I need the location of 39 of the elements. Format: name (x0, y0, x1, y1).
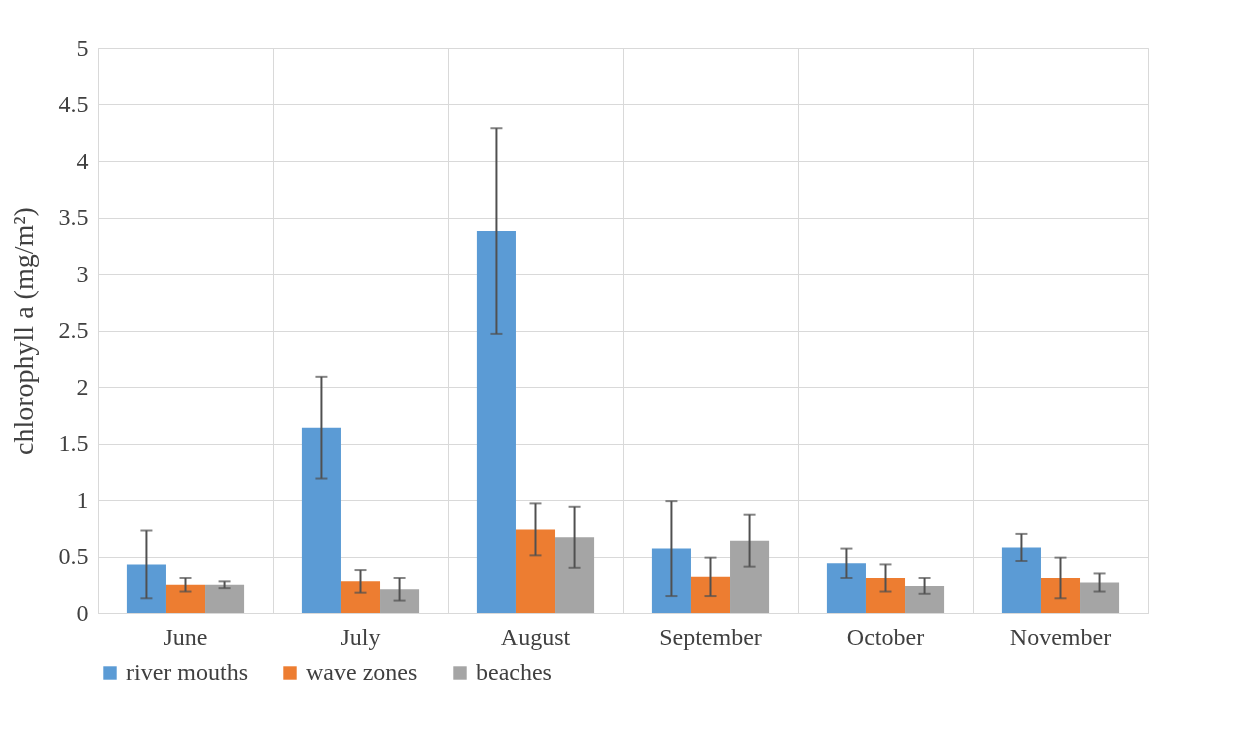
y-axis-title: chlorophyll a (mg/m²) (7, 207, 39, 455)
bar (126, 564, 166, 613)
bar (905, 585, 945, 613)
bar (205, 584, 245, 613)
x-tick-label: September (659, 623, 762, 650)
y-tick-label: 1 (76, 486, 89, 513)
bar (1001, 547, 1041, 613)
y-tick-label: 0.5 (58, 543, 89, 569)
bar (340, 581, 381, 613)
bar (1040, 577, 1081, 613)
y-tick-label: 1.5 (58, 430, 89, 456)
y-tick-label: 3.5 (58, 204, 89, 230)
bar (165, 584, 206, 613)
bar (730, 540, 770, 613)
bar (690, 576, 731, 613)
bar (865, 577, 906, 613)
y-tick-label: 5 (76, 34, 89, 61)
bar (1080, 582, 1120, 613)
legend-label: river mouths (126, 659, 248, 685)
bar (651, 548, 691, 613)
x-tick-label: October (846, 623, 925, 650)
y-tick-label: 4 (76, 147, 89, 174)
y-tick-label: 4.5 (58, 91, 89, 117)
x-tick-label: November (1009, 623, 1112, 650)
bar (476, 231, 516, 613)
y-tick-label: 0 (76, 599, 89, 626)
bar (515, 529, 556, 613)
bar (555, 537, 595, 613)
x-tick-label: August (500, 623, 571, 650)
bar (301, 427, 341, 613)
y-tick-label: 2.5 (58, 317, 89, 343)
legend-label: wave zones (306, 659, 418, 685)
bar (380, 589, 420, 613)
x-tick-label: July (340, 623, 381, 650)
y-tick-label: 3 (76, 260, 89, 287)
x-tick-label: June (163, 623, 208, 650)
y-tick-label: 2 (76, 373, 89, 400)
legend-label: beaches (476, 659, 552, 685)
bar (826, 563, 866, 613)
